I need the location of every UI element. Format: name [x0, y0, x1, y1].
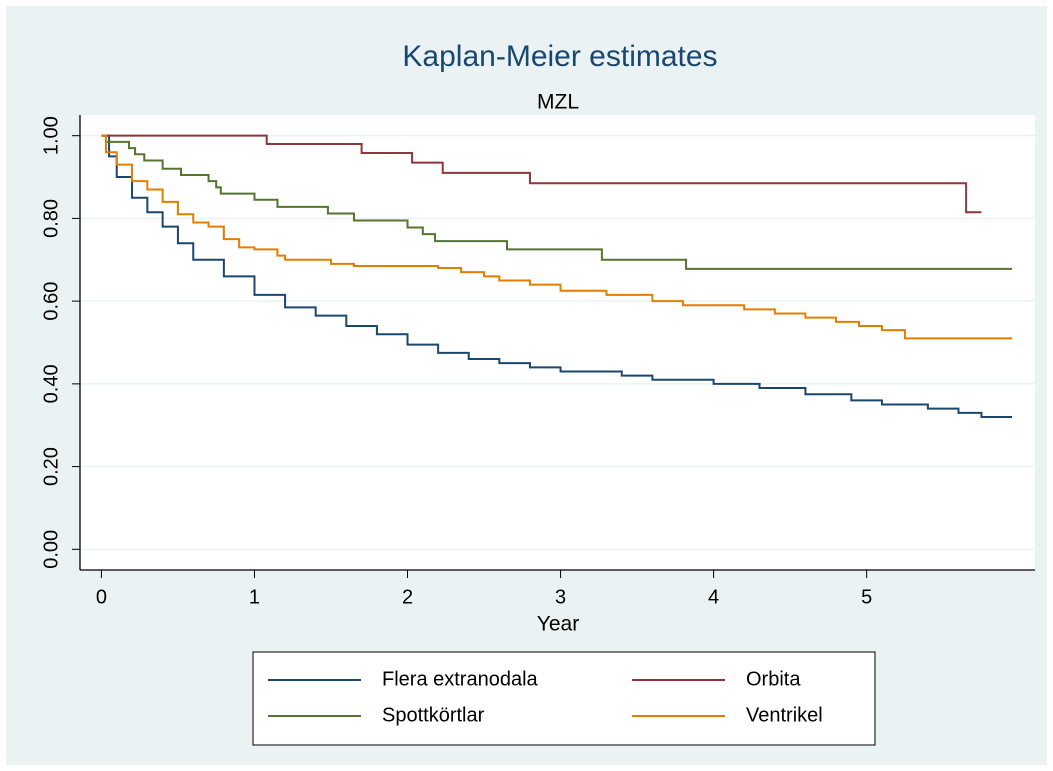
y-tick-label: 0.00: [40, 530, 62, 569]
y-tick-label: 0.60: [40, 282, 62, 321]
y-tick-label: 0.40: [40, 364, 62, 403]
x-tick-label: 3: [555, 586, 566, 608]
lines: [101, 134, 1013, 418]
x-tick-label: 4: [708, 586, 719, 608]
survival-line: [101, 134, 982, 214]
legend-label: Ventrikel: [746, 704, 823, 726]
ticks: 0.00 0.20 0.40 0.60 0.80 1.00 0 1 2 3 4 5: [40, 116, 872, 608]
chart-subtitle: MZL: [537, 91, 579, 114]
grid: [80, 134, 1035, 551]
survival-line: [101, 134, 1013, 270]
legend: [252, 651, 876, 746]
x-tick-label: 2: [402, 586, 413, 608]
x-axis-title: Year: [537, 613, 579, 636]
survival-line: [101, 134, 1013, 418]
legend-label: Orbita: [746, 668, 801, 690]
y-tick-label: 0.20: [40, 447, 62, 486]
legend-label: Spottkörtlar: [382, 704, 485, 726]
chart-title: Kaplan-Meier estimates: [402, 40, 717, 73]
x-tick-label: 1: [249, 586, 260, 608]
plot-area: [80, 115, 1035, 570]
y-tick-label: 0.80: [40, 199, 62, 238]
x-tick-label: 0: [96, 586, 107, 608]
survival-line: [101, 134, 1013, 340]
legend-label: Flera extranodala: [382, 668, 539, 690]
legend-entries: Flera extranodala Orbita Spottkörtlar Ventr…: [268, 668, 823, 726]
y-tick-label: 1.00: [40, 116, 62, 155]
x-tick-label: 5: [861, 586, 872, 608]
